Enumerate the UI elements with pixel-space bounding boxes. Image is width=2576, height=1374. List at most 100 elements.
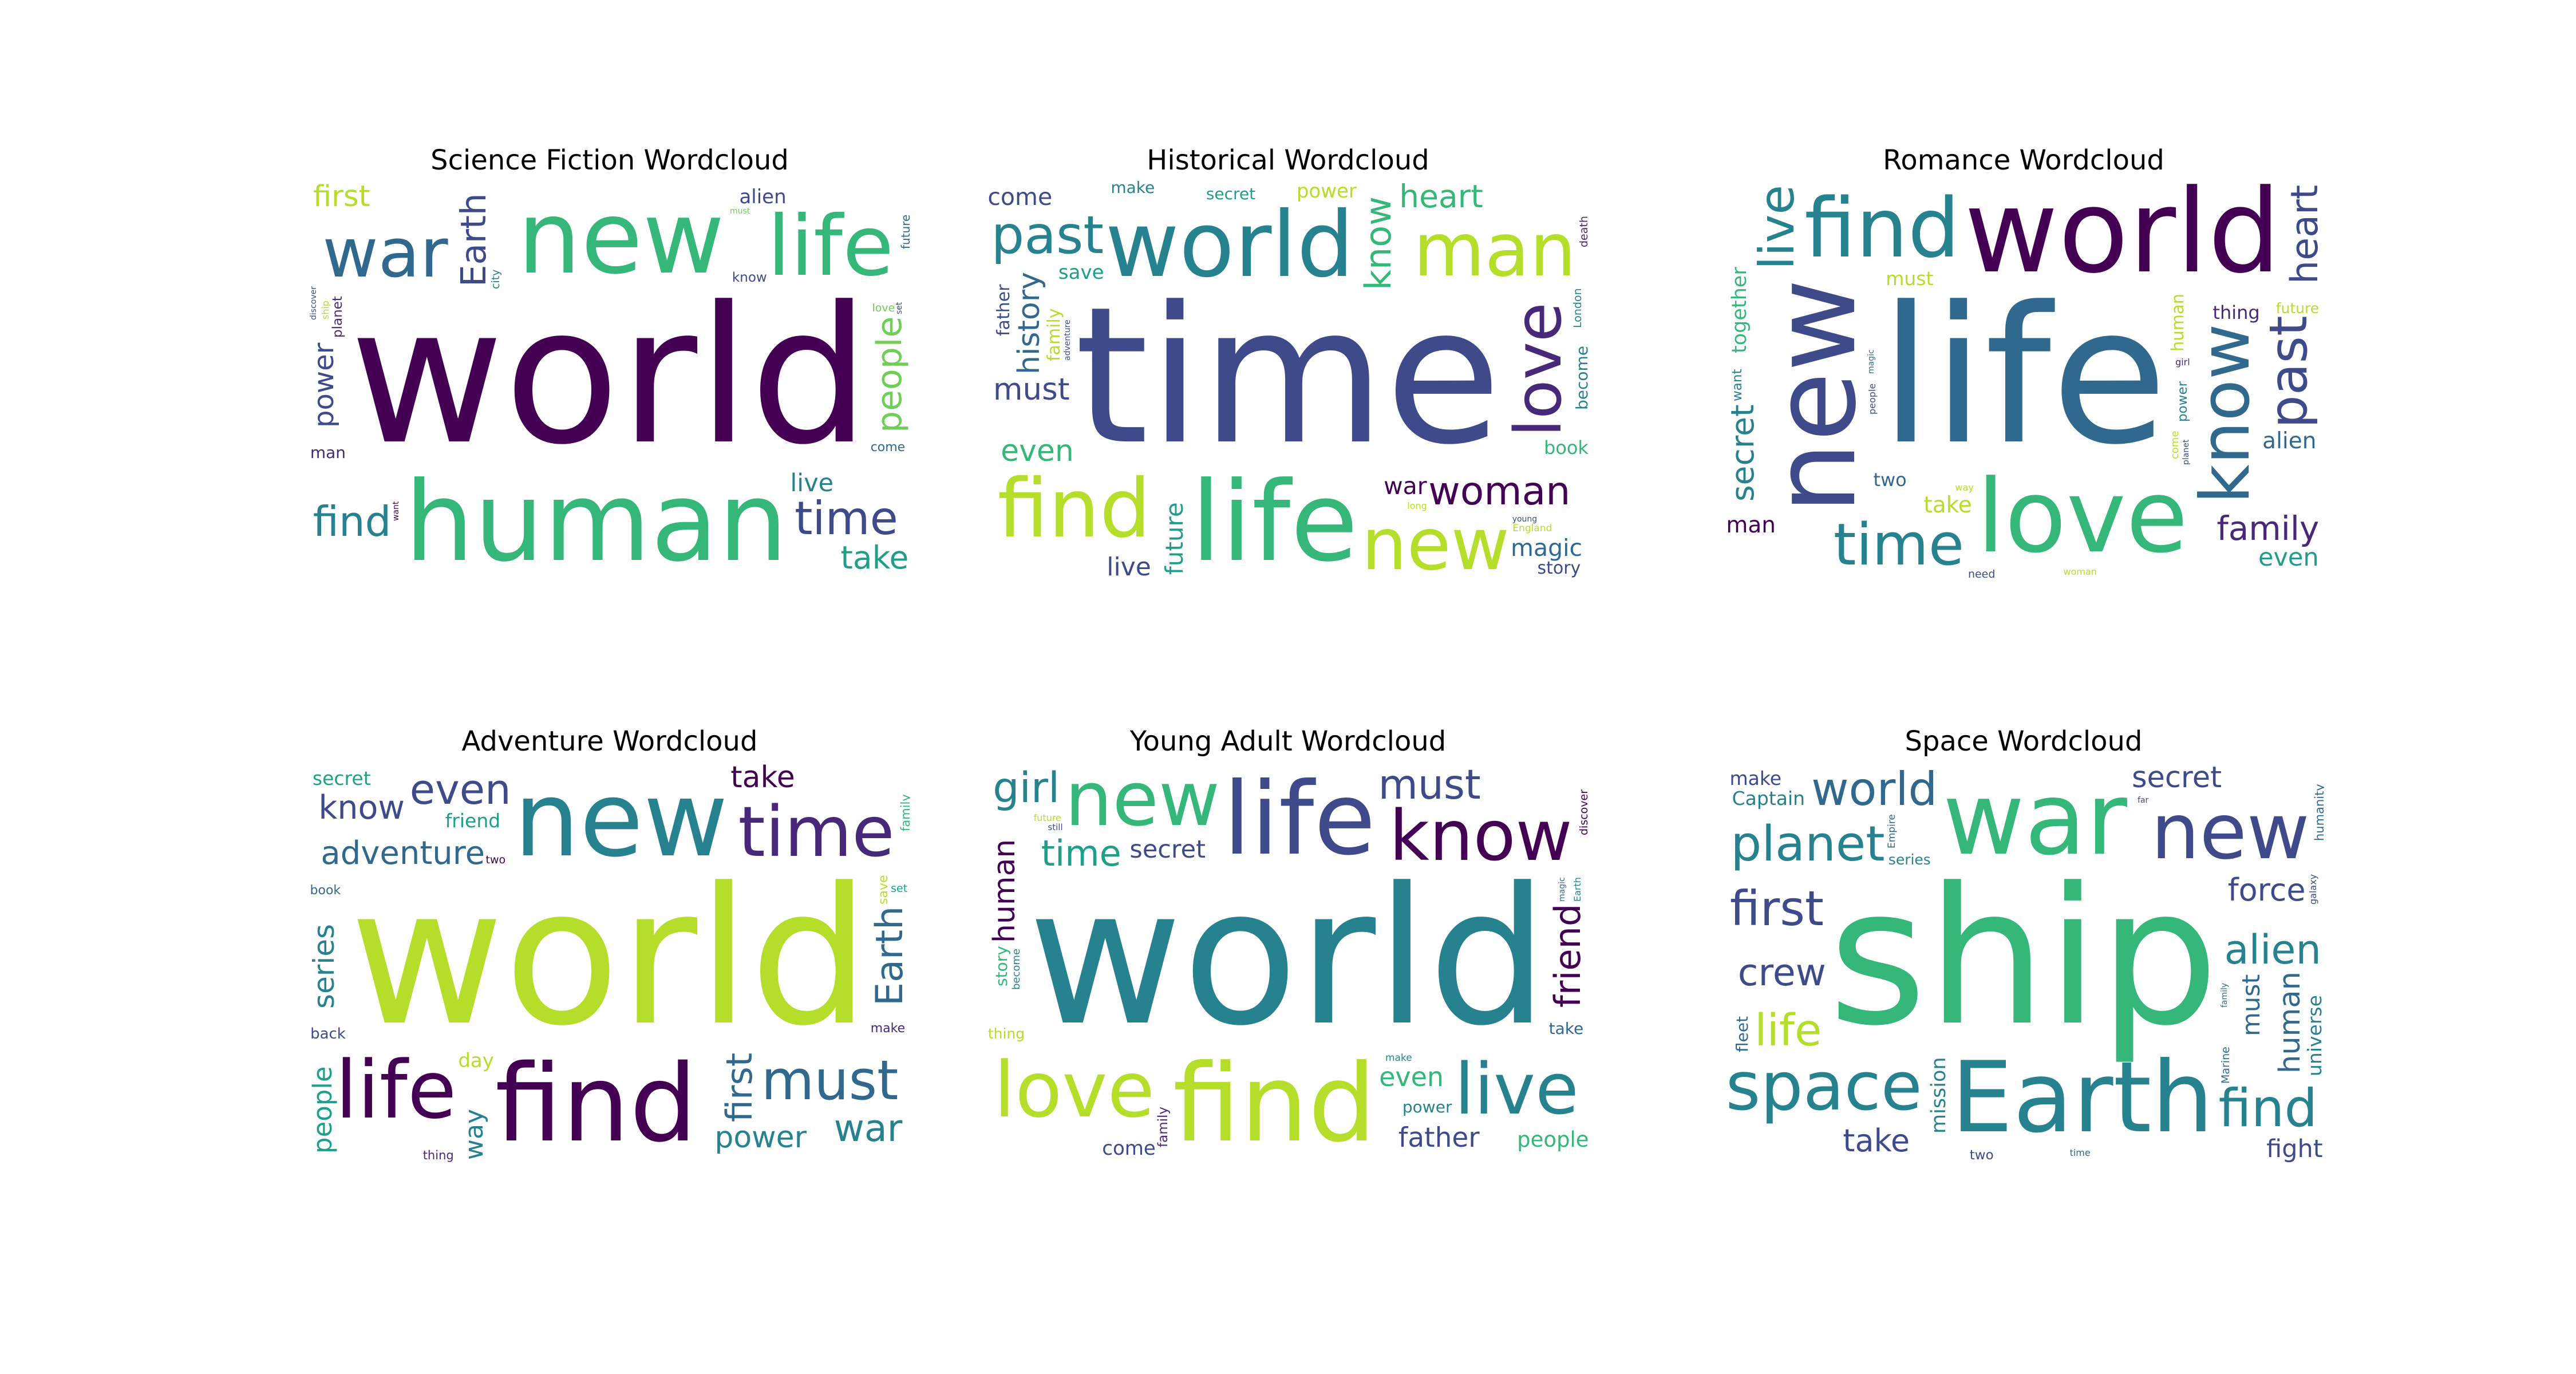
wordcloud-word: take xyxy=(1843,1123,1910,1159)
wordcloud-word: woman xyxy=(2063,566,2097,578)
wordcloud-word: save xyxy=(1058,261,1104,285)
wordcloud-word: woman xyxy=(1428,468,1571,514)
wordcloud-word: need xyxy=(1967,567,1996,581)
panel-title: Science Fiction Wordcloud xyxy=(430,144,789,176)
wordcloud-word: new xyxy=(1361,503,1510,581)
wordcloud-word: live xyxy=(1454,1048,1579,1131)
wordcloud-word: friend xyxy=(1546,904,1589,1008)
wordcloud-word: humanity xyxy=(2312,784,2324,842)
wordcloud-word: set xyxy=(891,882,908,895)
wordcloud-word: planet xyxy=(1730,816,1885,873)
wordcloud-word: power xyxy=(309,342,340,428)
wordcloud-word: world xyxy=(1811,762,1938,816)
wordcloud-word: Earth xyxy=(453,193,494,287)
wordcloud-word: secret xyxy=(1724,404,1761,502)
wordcloud-word: must xyxy=(761,1049,899,1112)
wordcloud-word: magic xyxy=(1511,534,1583,562)
wordcloud-word: human xyxy=(2168,294,2188,352)
wordcloud-word: family xyxy=(898,793,910,831)
wordcloud-canvas: world new find life time adventure must first ev… xyxy=(309,761,910,1162)
wordcloud-word: people xyxy=(869,316,910,433)
wordcloud-word: power xyxy=(2175,381,2191,422)
wordcloud-word: power xyxy=(714,1120,807,1155)
wordcloud-word: become xyxy=(1010,948,1023,990)
wordcloud-word: life xyxy=(767,198,894,295)
wordcloud-word: world xyxy=(349,266,870,486)
wordcloud-word: save xyxy=(876,875,891,905)
wordcloud-word: secret xyxy=(1129,835,1206,864)
wordcloud-word: world xyxy=(1105,192,1354,298)
wordcloud-word: thing xyxy=(2212,301,2260,323)
wordcloud-word: new xyxy=(513,761,728,880)
wordcloud-word: story xyxy=(992,946,1012,987)
wordcloud-word: two xyxy=(1873,469,1907,491)
wordcloud-word: take xyxy=(1923,492,1972,518)
wordcloud-word: know xyxy=(318,788,405,827)
wordcloud-word: young xyxy=(1512,515,1538,524)
wordcloud-panel: Science Fiction Wordcloud world human new li… xyxy=(309,140,910,581)
wordcloud-word: know xyxy=(732,270,767,285)
wordcloud-word: girl xyxy=(993,763,1060,812)
wordcloud-word: adventure xyxy=(321,834,485,872)
wordcloud-canvas: world human new life war time find Earth take peo… xyxy=(309,180,910,581)
wordcloud-panel: Historical Wordcloud time life world find man… xyxy=(987,140,1589,581)
wordcloud-word: want xyxy=(1729,369,1745,401)
wordcloud-word: find xyxy=(997,461,1151,556)
wordcloud-word: find xyxy=(313,497,392,546)
wordcloud-word: together xyxy=(1728,267,1751,353)
wordcloud-word: first xyxy=(718,1052,761,1122)
wordcloud-word: people xyxy=(309,1065,338,1154)
wordcloud-word: human xyxy=(404,459,788,581)
wordcloud-word: ship xyxy=(319,301,331,320)
wordcloud-word: secret xyxy=(312,767,371,789)
wordcloud-word: Earth xyxy=(1951,1041,2214,1155)
wordcloud-word: series xyxy=(1888,851,1931,868)
wordcloud-word: girl xyxy=(2175,356,2190,368)
wordcloud-word: must xyxy=(1886,267,1934,290)
wordcloud-word: past xyxy=(2259,315,2320,429)
wordcloud-word: man xyxy=(1726,512,1776,538)
wordcloud-word: father xyxy=(994,284,1014,336)
wordcloud-word: Earth xyxy=(1572,876,1583,902)
wordcloud-panel: Romance Wordcloud life world love find new kno… xyxy=(1723,140,2324,581)
wordcloud-word: alien xyxy=(739,185,787,208)
wordcloud-word: time xyxy=(2069,1147,2091,1159)
wordcloud-word: take xyxy=(730,761,795,795)
wordcloud-word: come xyxy=(870,440,906,455)
wordcloud-word: city xyxy=(489,269,502,289)
wordcloud-word: live xyxy=(1748,185,1805,270)
wordcloud-word: must xyxy=(1378,761,1481,808)
wordcloud-word: life xyxy=(335,1043,457,1136)
wordcloud-word: man xyxy=(310,443,346,462)
wordcloud-word: people xyxy=(1866,384,1878,415)
wordcloud-word: magic xyxy=(1557,877,1567,902)
wordcloud-word: heart xyxy=(1399,180,1483,215)
wordcloud-word: future xyxy=(1160,502,1188,575)
wordcloud-word: fleet xyxy=(1732,1016,1752,1052)
panel-title: Adventure Wordcloud xyxy=(461,725,758,757)
wordcloud-word: two xyxy=(1969,1147,1994,1162)
wordcloud-word: take xyxy=(840,539,909,577)
wordcloud-word: series xyxy=(309,923,341,1009)
wordcloud-word: love xyxy=(1977,457,2188,575)
wordcloud-word: human xyxy=(987,839,1022,943)
wordcloud-word: people xyxy=(1517,1127,1589,1152)
wordcloud-word: Captain xyxy=(1732,787,1805,810)
wordcloud-word: even xyxy=(1379,1061,1444,1093)
wordcloud-word: life xyxy=(1879,266,2168,486)
wordcloud-word: come xyxy=(1102,1136,1156,1160)
wordcloud-word: life xyxy=(1191,459,1358,581)
wordcloud-word: discover xyxy=(1577,789,1589,836)
wordcloud-word: live xyxy=(1107,552,1151,581)
wordcloud-word: time xyxy=(795,491,898,545)
wordcloud-panel: Adventure Wordcloud world new find life time a… xyxy=(309,721,910,1162)
wordcloud-word: father xyxy=(1398,1122,1480,1154)
wordcloud-word: fight xyxy=(2266,1135,2323,1162)
wordcloud-word: England xyxy=(1512,523,1552,535)
wordcloud-word: new xyxy=(517,180,725,297)
wordcloud-word: London xyxy=(1571,288,1584,329)
wordcloud-word: come xyxy=(2168,431,2181,460)
panel-title: Historical Wordcloud xyxy=(1147,144,1429,176)
wordcloud-panel: Young Adult Wordcloud world life find know ne… xyxy=(987,721,1589,1162)
wordcloud-canvas: ship war Earth new space planet world alien find… xyxy=(1723,761,2324,1162)
